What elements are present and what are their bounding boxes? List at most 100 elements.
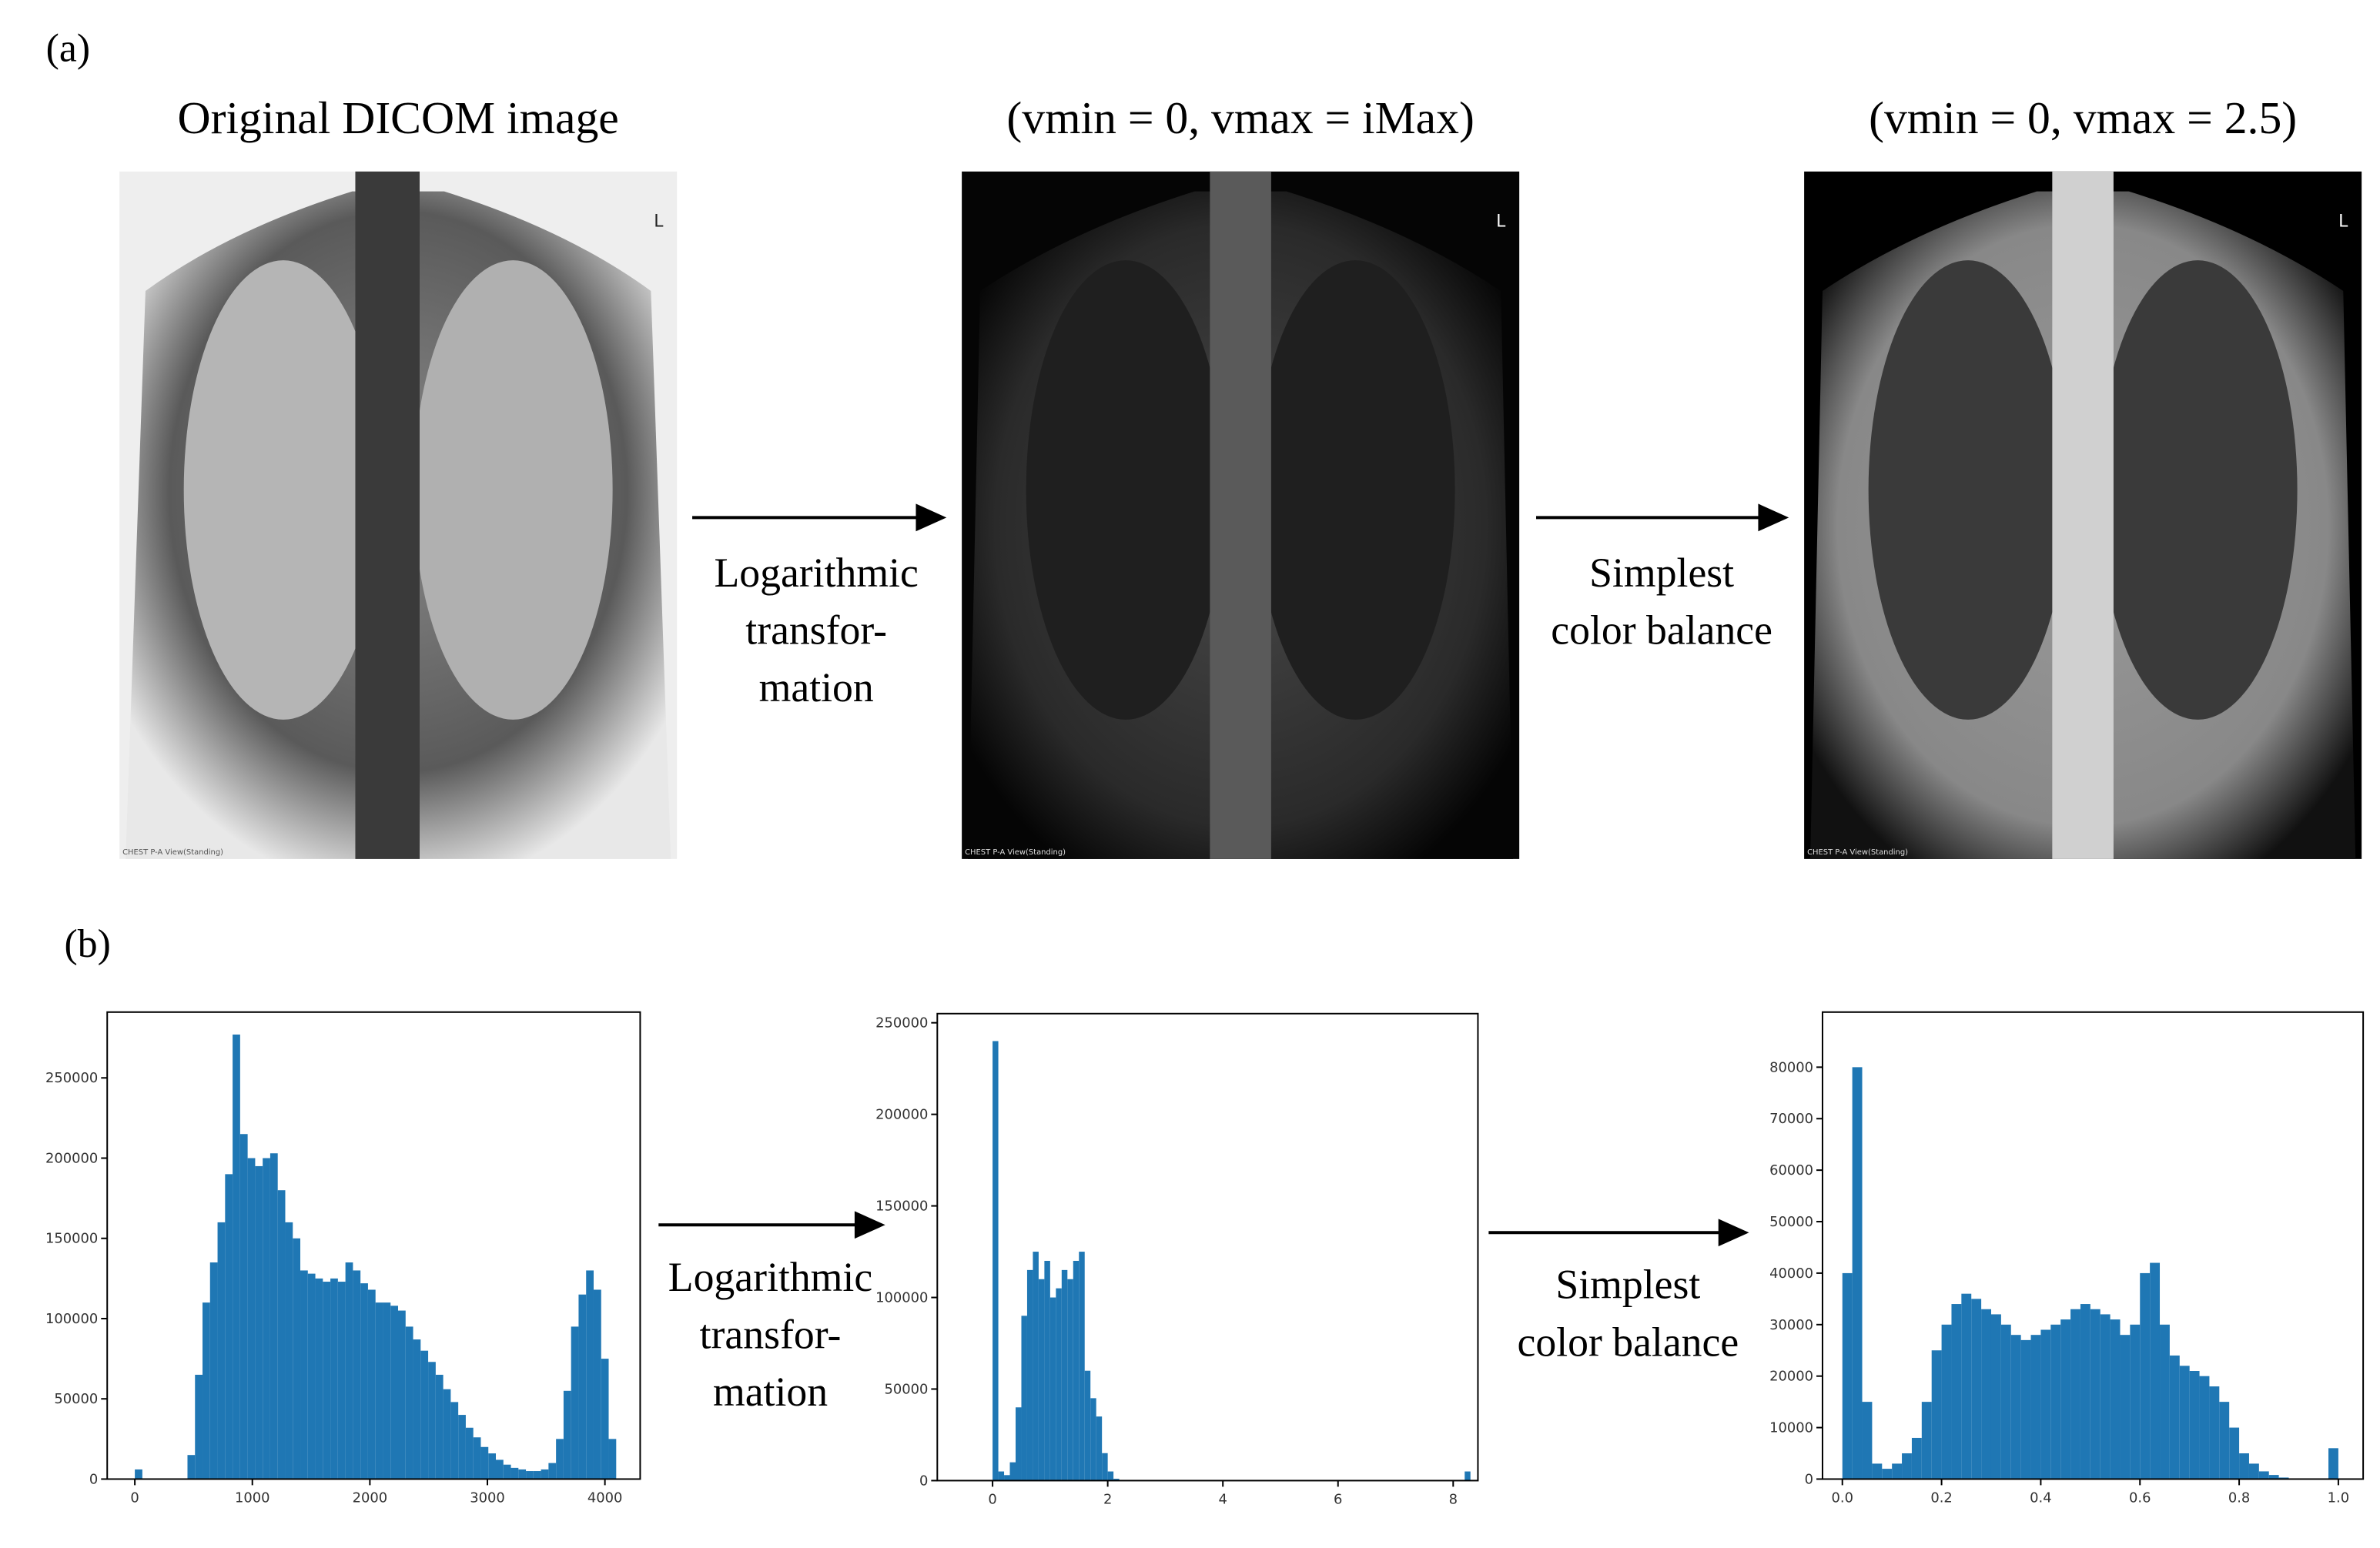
xray-balanced (1804, 171, 2362, 859)
bar (2140, 1272, 2151, 1479)
bar (1026, 1269, 1033, 1481)
y-tick-label: 250000 (45, 1070, 98, 1086)
y-tick-label: 60000 (1769, 1162, 1813, 1179)
bar (2060, 1319, 2071, 1479)
panel-label: (a) (46, 27, 90, 71)
y-tick-label: 200000 (875, 1107, 928, 1123)
bar (586, 1270, 594, 1479)
bar (2328, 1448, 2338, 1479)
bar (1038, 1279, 1045, 1481)
bar (533, 1471, 541, 1479)
y-tick-label: 100000 (45, 1311, 98, 1327)
bar (1862, 1402, 1873, 1479)
bar (263, 1158, 270, 1479)
bar (345, 1262, 353, 1479)
bar (390, 1306, 399, 1479)
bar (473, 1437, 481, 1479)
bar (209, 1262, 218, 1479)
bar (2130, 1324, 2141, 1479)
bar (353, 1270, 361, 1479)
bar (1084, 1370, 1091, 1481)
plot-frame (936, 1012, 1479, 1482)
x-tick-label: 4 (1218, 1491, 1227, 1507)
y-tick-label: 20000 (1769, 1369, 1813, 1385)
bar (1892, 1463, 1903, 1479)
x-tick-label: 0.4 (2030, 1489, 2051, 1506)
bar (2000, 1324, 2011, 1479)
bar (1021, 1316, 1027, 1481)
bar (1049, 1297, 1056, 1481)
bar (2268, 1475, 2279, 1479)
bar (1090, 1398, 1096, 1481)
bar (405, 1326, 413, 1479)
y-tick-label: 0 (1805, 1471, 1813, 1487)
bar (2199, 1376, 2210, 1479)
y-tick-label: 250000 (875, 1015, 928, 1031)
bar (2160, 1324, 2170, 1479)
bar (1102, 1453, 1108, 1481)
bar (233, 1034, 240, 1479)
bar (601, 1359, 609, 1479)
image-title: (vmin = 0, vmax = iMax) (1006, 92, 1474, 143)
bar (293, 1238, 301, 1479)
image-title: (vmin = 0, vmax = 2.5) (1869, 92, 2297, 143)
bar (1096, 1416, 1103, 1481)
y-tick-label: 40000 (1769, 1265, 1813, 1282)
bar (510, 1467, 519, 1479)
bar (2110, 1319, 2121, 1479)
bar (571, 1326, 579, 1479)
bar (488, 1453, 496, 1479)
bar (518, 1469, 527, 1479)
bar (1902, 1453, 1912, 1479)
y-tick-label: 150000 (875, 1199, 928, 1215)
bar (2189, 1371, 2200, 1479)
bar (563, 1390, 571, 1479)
x-tick-label: 0.2 (1930, 1489, 1952, 1506)
bar (435, 1374, 444, 1479)
y-tick-label: 100000 (875, 1290, 928, 1306)
bar (307, 1273, 316, 1479)
y-tick-label: 50000 (884, 1381, 928, 1397)
bar (2229, 1427, 2240, 1479)
bar (398, 1310, 406, 1479)
bar (1971, 1299, 1982, 1479)
x-tick-label: 2 (1103, 1491, 1112, 1507)
panel-label: (b) (65, 922, 111, 966)
plot-frame (106, 1011, 641, 1480)
bar (1981, 1309, 1991, 1479)
bar (1061, 1269, 1068, 1481)
bar (2080, 1304, 2090, 1479)
x-tick-label: 1.0 (2328, 1489, 2349, 1506)
bar (2010, 1335, 2021, 1479)
bar (1056, 1288, 1062, 1481)
bar (1073, 1260, 1080, 1481)
bar (2030, 1335, 2041, 1479)
bar (300, 1270, 308, 1479)
bar (2040, 1329, 2051, 1479)
y-tick-label: 70000 (1769, 1111, 1813, 1127)
arrow-label: transfor- (745, 607, 887, 653)
bar (315, 1278, 323, 1479)
y-tick-label: 150000 (45, 1231, 98, 1247)
xray-log (962, 171, 1520, 859)
x-tick-label: 0.0 (1832, 1489, 1853, 1506)
bar (1951, 1304, 1962, 1479)
bar (1882, 1469, 1893, 1479)
bar (203, 1302, 210, 1479)
y-tick-label: 30000 (1769, 1317, 1813, 1333)
bar (1961, 1293, 1972, 1479)
bar (1931, 1350, 1942, 1479)
bar (541, 1469, 549, 1479)
bar (548, 1463, 557, 1479)
bar (2090, 1309, 2100, 1479)
image-title: Original DICOM image (178, 92, 619, 143)
bar (428, 1362, 436, 1479)
bar (1990, 1314, 2001, 1479)
bar (277, 1190, 286, 1479)
bar (450, 1402, 459, 1479)
bar (2070, 1309, 2080, 1479)
bar (1067, 1279, 1073, 1481)
image-marker: L (1496, 212, 1506, 231)
